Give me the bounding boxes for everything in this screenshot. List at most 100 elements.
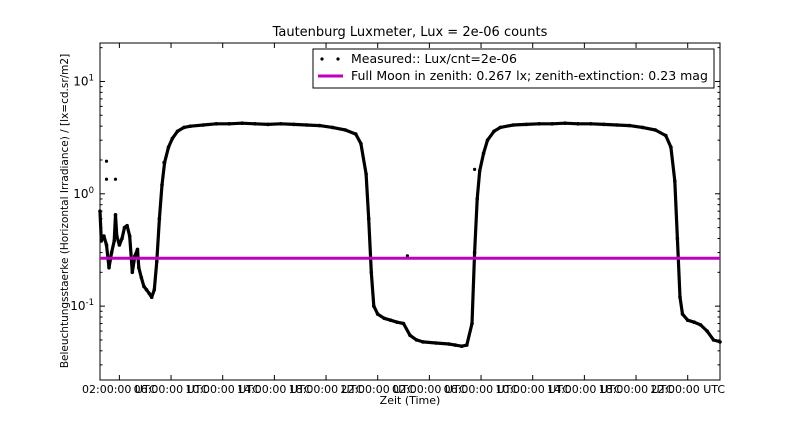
measured-point — [125, 223, 129, 228]
y-tick-label: 100 — [73, 186, 94, 201]
measured-point — [149, 295, 154, 300]
x-axis-label: Zeit (Time) — [380, 394, 441, 407]
measured-point — [135, 247, 140, 252]
measured-point — [155, 259, 159, 264]
measured-point — [117, 243, 122, 247]
measured-outlier-point — [104, 159, 109, 163]
measured-point — [112, 239, 116, 243]
x-tick-label: 10:00:00 UTC — [495, 383, 570, 396]
legend-label-full-moon: Full Moon in zenith: 0.267 lx; zenith-ex… — [351, 68, 708, 83]
legend-marker-measured — [320, 57, 324, 61]
measured-point — [175, 129, 180, 134]
x-tick-label: 02:00:00 UTC — [82, 383, 157, 396]
measured-point — [477, 169, 482, 173]
x-tick-label: 14:00:00 UTC — [237, 383, 312, 396]
measured-point — [685, 318, 690, 323]
measured-point — [675, 236, 680, 241]
measured-point — [401, 321, 406, 326]
measured-point — [354, 132, 358, 136]
measured-point — [227, 122, 231, 126]
legend-box — [312, 48, 715, 89]
measured-point — [576, 122, 580, 126]
y-axis-label: Beleuchtungsstaerke (Horizontal Irradian… — [59, 54, 71, 368]
measured-point — [304, 123, 309, 127]
x-tick-label: 14:00:00 UTC — [547, 383, 622, 396]
measured-point — [120, 236, 124, 241]
measured-point — [465, 343, 469, 347]
measured-point — [130, 270, 135, 275]
measured-point — [472, 250, 477, 255]
measured-point — [253, 122, 257, 126]
measured-point — [524, 122, 529, 127]
x-tick-label: 10:00:00 UTC — [185, 383, 260, 396]
measured-point — [673, 179, 677, 183]
measured-point — [330, 125, 335, 130]
measured-point — [152, 287, 157, 292]
measured-point — [485, 138, 490, 142]
measured-point — [375, 312, 380, 316]
measured-point — [382, 316, 387, 321]
measured-point — [142, 284, 146, 289]
measured-point — [139, 275, 144, 280]
measured-point — [359, 141, 363, 146]
measured-point — [266, 122, 270, 127]
measured-point — [115, 234, 119, 238]
measured-outlier-point — [104, 177, 109, 181]
y-tick-label: 101 — [73, 73, 94, 88]
x-tick-label: 06:00:00 UTC — [444, 383, 519, 396]
measured-point — [364, 172, 368, 176]
measured-point — [369, 270, 374, 275]
measured-point — [498, 125, 503, 130]
x-tick-label: 22:00:00 UTC — [340, 383, 415, 396]
plot-frame — [99, 42, 721, 381]
legend-label-measured: Measured:: Lux/cnt=2e-06 — [351, 51, 517, 66]
measured-point — [214, 122, 219, 126]
measured-outlier-point — [473, 167, 477, 171]
measured-point — [711, 338, 716, 342]
measured-point — [102, 234, 106, 238]
measured-point — [170, 136, 175, 141]
measured-point — [160, 183, 164, 187]
measured-point — [144, 287, 149, 292]
x-tick-label: 02:00:00 UTC — [392, 383, 467, 396]
measured-outlier-point — [113, 177, 118, 181]
measured-point — [292, 122, 296, 127]
measured-point — [481, 151, 486, 155]
measured-point — [475, 197, 480, 201]
measured-point — [166, 145, 171, 149]
measured-point — [201, 123, 206, 127]
measured-point — [366, 216, 371, 221]
series-measured — [98, 121, 722, 349]
measured-point — [627, 123, 632, 128]
measured-point — [678, 295, 682, 300]
measured-point — [372, 304, 376, 308]
measured-point — [492, 129, 496, 134]
measured-point — [447, 342, 451, 346]
x-tick-label: 22:00:00 UTC — [650, 383, 725, 396]
measured-point — [113, 213, 118, 217]
legend: Measured:: Lux/cnt=2e-06 Full Moon in ze… — [312, 48, 715, 89]
measured-point — [147, 291, 151, 296]
measured-point — [434, 341, 438, 345]
measured-point — [188, 124, 193, 128]
measured-point — [550, 122, 554, 126]
measured-point — [453, 343, 458, 347]
measured-point — [127, 234, 132, 238]
measured-point — [279, 122, 283, 126]
measured-point — [614, 123, 619, 127]
measured-point — [664, 133, 668, 138]
chart-title: Tautenburg Luxmeter, Lux = 2e-06 counts — [272, 25, 548, 40]
measured-point — [705, 329, 709, 333]
measured-point — [414, 338, 419, 342]
measured-point — [107, 265, 111, 270]
x-tick-label: 06:00:00 UTC — [134, 383, 209, 396]
measured-outlier-point — [405, 254, 409, 258]
measured-point — [182, 125, 186, 130]
measured-point — [698, 323, 703, 327]
measured-point — [602, 122, 606, 127]
measured-point — [388, 318, 393, 323]
x-tick-label: 18:00:00 UTC — [599, 383, 674, 396]
measured-point — [680, 312, 685, 316]
